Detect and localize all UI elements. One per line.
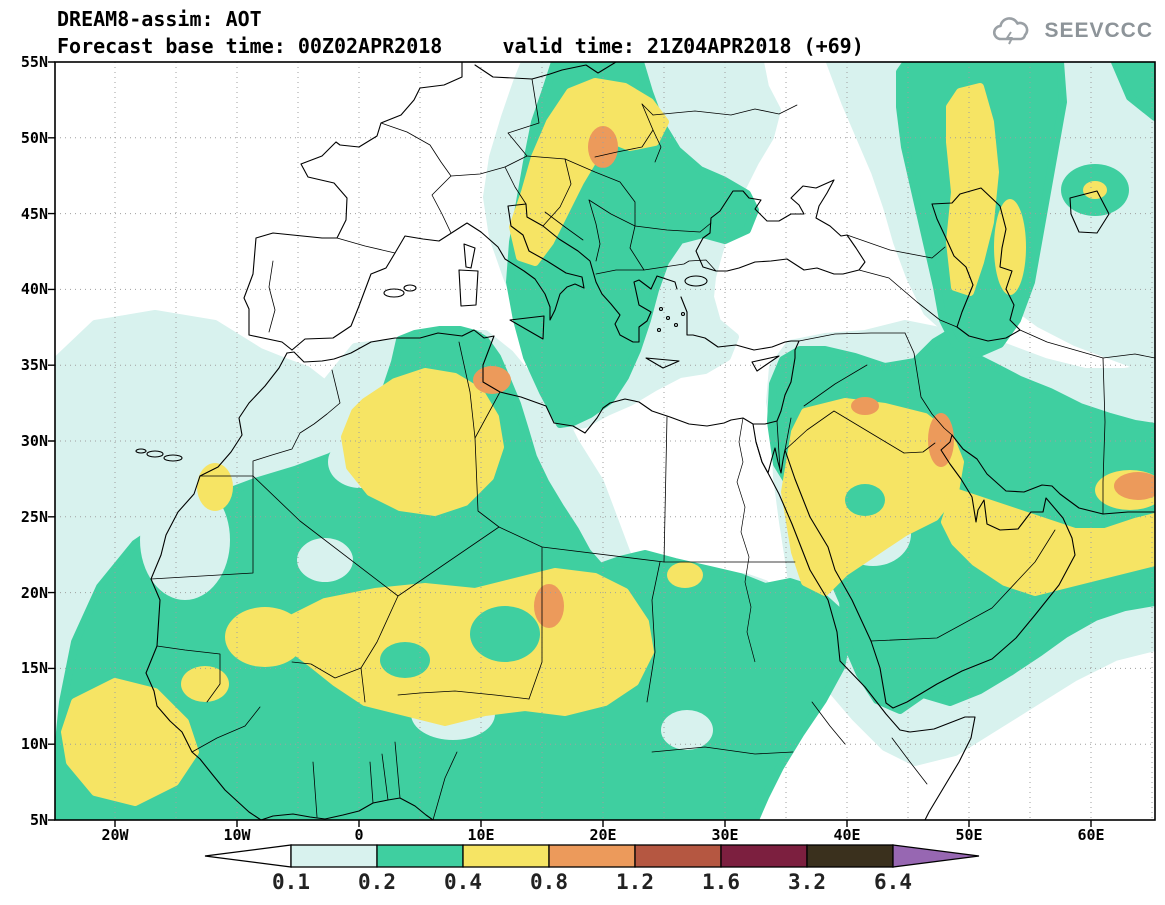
x-axis-label: 40E: [833, 826, 861, 844]
colorbar-left-arrow: [204, 844, 292, 868]
aot-teal-patches: [380, 484, 885, 678]
y-axis-label: 20N: [20, 583, 48, 602]
colorbar-label: 3.2: [788, 870, 826, 894]
y-axis-label: 45N: [20, 204, 48, 223]
colorbar-segment: [290, 844, 378, 868]
axis-ticks: [48, 61, 1092, 827]
colorbar-label: 0.1: [272, 870, 310, 894]
x-axis-label: 10W: [223, 826, 251, 844]
x-axis-label: 10E: [467, 826, 495, 844]
x-axis-label: 20E: [589, 826, 617, 844]
y-axis-label: 40N: [20, 280, 48, 299]
x-axis-label: 0: [354, 826, 364, 844]
colorbar-segment: [376, 844, 464, 868]
colorbar-label: 1.6: [702, 870, 740, 894]
aot-contours: [55, 62, 1155, 820]
colorbar-label: 6.4: [874, 870, 912, 894]
x-axis-label: 30E: [711, 826, 739, 844]
logo-text: SEEVCCC: [1044, 19, 1153, 42]
y-axis-label: 5N: [29, 811, 48, 829]
colorbar-segment: [806, 844, 894, 868]
country-borders: [150, 78, 1155, 820]
y-axis-label: 25N: [20, 507, 48, 526]
colorbar-label: 0.8: [530, 870, 568, 894]
y-axis-label: 55N: [20, 53, 48, 71]
x-axis-label: 20W: [101, 826, 129, 844]
map-grid: [55, 62, 1155, 820]
y-axis-label: 10N: [20, 735, 48, 754]
colorbar-label: 0.2: [358, 870, 396, 894]
colorbar-segment: [634, 844, 722, 868]
colorbar-segment: [548, 844, 636, 868]
colorbar-segment: [720, 844, 808, 868]
aot-level-0.4: [61, 78, 1155, 806]
colorbar: [204, 844, 980, 868]
colorbar-right-arrow: [892, 844, 980, 868]
colorbar-label: 0.4: [444, 870, 482, 894]
coastlines: [135, 62, 1155, 820]
y-axis-label: 50N: [20, 128, 48, 147]
colorbar-segment: [462, 844, 550, 868]
cloud-icon: [993, 17, 1029, 45]
seevccc-logo: SEEVCCC: [991, 16, 1153, 46]
y-axis-label: 30N: [20, 432, 48, 450]
colorbar-label: 1.2: [616, 870, 654, 894]
title-block: DREAM8-assim: AOT Forecast base time: 00…: [57, 6, 864, 60]
page-title: DREAM8-assim: AOT: [57, 7, 262, 31]
x-axis-label: 50E: [955, 826, 983, 844]
y-axis-label: 35N: [20, 356, 48, 375]
x-axis-label: 60E: [1077, 826, 1105, 844]
y-axis-label: 15N: [20, 659, 48, 678]
forecast-time-line: Forecast base time: 00Z02APR2018 valid t…: [57, 34, 864, 58]
